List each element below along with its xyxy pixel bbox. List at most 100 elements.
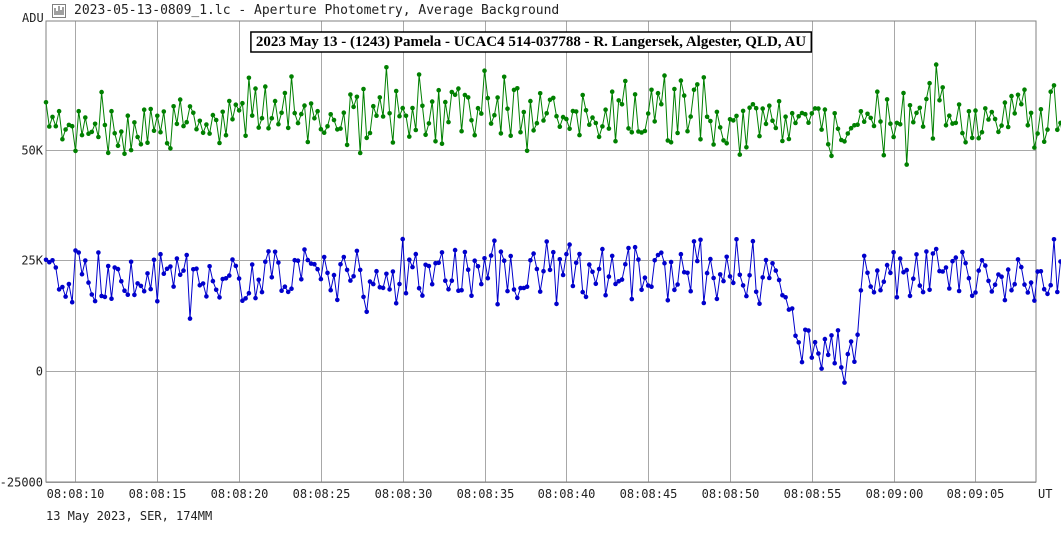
data-point (1028, 280, 1034, 285)
data-point (770, 118, 775, 123)
data-point (806, 328, 811, 333)
data-point (969, 135, 975, 141)
data-point (475, 105, 481, 111)
data-point (1035, 269, 1040, 274)
data-point (194, 126, 199, 132)
data-point (829, 153, 834, 159)
data-point (138, 142, 144, 147)
data-point (616, 98, 621, 103)
data-point (583, 108, 589, 113)
data-point (619, 102, 625, 107)
data-point (639, 287, 644, 293)
data-point (960, 130, 965, 136)
data-point (452, 92, 458, 98)
data-point (688, 114, 693, 119)
data-point (243, 133, 248, 139)
data-point (177, 97, 183, 102)
chart-ticks: 50K 25K 0 -25000 08:08:10 08:08:15 08:08:20 08:… (0, 11, 1052, 501)
data-point (227, 273, 232, 278)
data-point (917, 105, 923, 111)
data-point (410, 105, 415, 111)
data-point (449, 89, 455, 95)
data-point (338, 126, 343, 131)
data-point (829, 333, 834, 338)
data-point (783, 114, 788, 119)
data-point (357, 267, 363, 273)
data-point (786, 136, 792, 142)
data-point (312, 116, 317, 121)
data-point (289, 286, 294, 292)
data-point (390, 140, 396, 145)
data-point (1015, 92, 1021, 98)
data-point (966, 275, 972, 281)
data-point (672, 287, 677, 293)
data-point (1045, 291, 1050, 297)
data-point (596, 266, 602, 272)
data-point (855, 332, 860, 338)
data-point (217, 295, 222, 300)
data-point (384, 65, 389, 70)
data-point (780, 138, 785, 144)
data-point (253, 86, 258, 91)
data-point (56, 287, 62, 292)
data-point (953, 255, 959, 260)
data-point (554, 113, 559, 119)
data-point (587, 262, 592, 267)
data-point (191, 110, 196, 116)
data-point (465, 267, 471, 273)
data-point (328, 287, 334, 293)
data-point (675, 130, 680, 136)
x-tick-label: 08:08:55 (784, 487, 842, 501)
data-point (390, 269, 396, 274)
data-point (259, 289, 265, 295)
data-point (410, 264, 415, 270)
data-point (757, 133, 762, 139)
data-point (1025, 123, 1031, 128)
data-point (609, 253, 615, 259)
data-point (279, 110, 284, 116)
data-point (220, 109, 225, 115)
lightcurve-chart-icon (52, 4, 66, 18)
data-point (92, 121, 98, 127)
data-point (374, 268, 379, 274)
data-point (973, 290, 978, 295)
data-point (138, 283, 144, 289)
data-point (66, 281, 72, 287)
data-point (263, 259, 268, 265)
data-point (796, 114, 801, 119)
data-point (436, 87, 442, 93)
data-point (783, 295, 788, 300)
data-point (276, 121, 281, 127)
data-point (164, 141, 170, 146)
data-point (940, 85, 945, 90)
data-point (609, 89, 615, 94)
data-point (914, 110, 919, 116)
data-point (331, 117, 337, 123)
data-point (482, 68, 487, 73)
x-axis-label: UT (1038, 487, 1052, 501)
data-point (812, 106, 818, 111)
data-point (750, 238, 756, 244)
data-point (865, 111, 870, 117)
data-point (161, 109, 167, 114)
data-point (344, 142, 350, 148)
x-tick-label: 08:09:05 (947, 487, 1005, 501)
data-point (560, 272, 566, 278)
data-point (312, 261, 317, 267)
data-point (861, 119, 867, 124)
data-point (207, 264, 212, 269)
data-point (969, 293, 975, 299)
data-point (341, 110, 347, 115)
data-point (907, 103, 913, 108)
data-point (132, 292, 137, 298)
data-point (855, 122, 860, 127)
data-point (845, 131, 851, 136)
data-point (53, 123, 59, 129)
data-point (364, 135, 370, 141)
data-point (793, 333, 798, 339)
data-point (803, 111, 808, 117)
data-point (878, 287, 883, 293)
data-point (776, 277, 782, 283)
x-tick-label: 08:08:25 (293, 487, 351, 501)
